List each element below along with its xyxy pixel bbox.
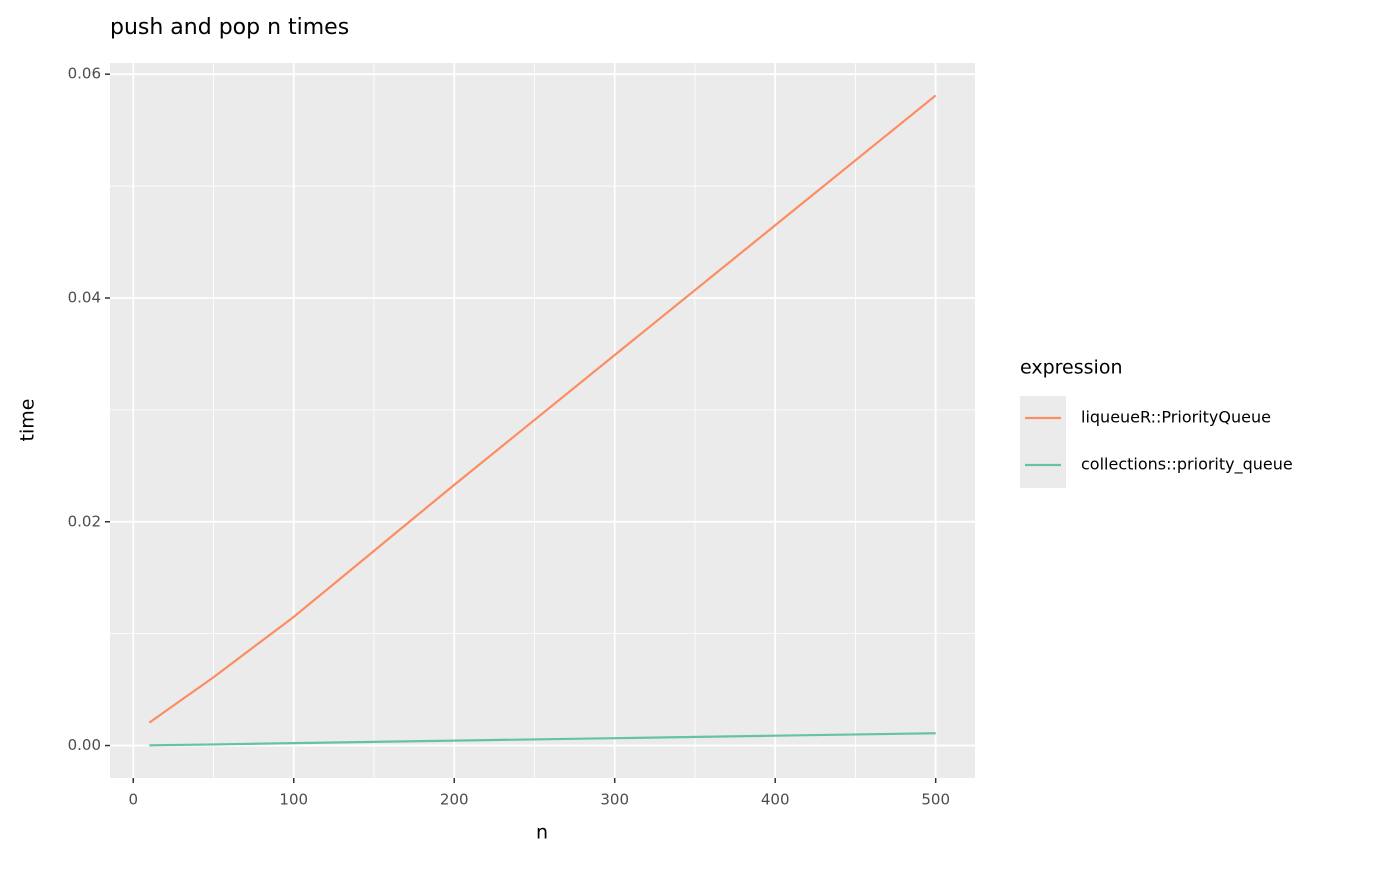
chart-title: push and pop n times: [110, 15, 349, 40]
y-tick-label: 0.04: [68, 288, 101, 306]
x-axis-title: n: [536, 822, 548, 844]
x-tick-label: 400: [761, 791, 790, 809]
x-tick-label: 500: [921, 791, 950, 809]
y-tick-label: 0.00: [68, 736, 101, 754]
y-tick-label: 0.06: [68, 65, 101, 83]
y-axis-title: time: [17, 399, 39, 442]
legend-key-bg: [1020, 396, 1066, 488]
x-tick-label: 0: [128, 791, 138, 809]
legend-title: expression: [1020, 357, 1123, 379]
panel: [110, 63, 975, 778]
x-tick-label: 100: [279, 791, 308, 809]
series-line: [149, 732, 936, 747]
grid: [110, 63, 975, 778]
legend-label: collections::priority_queue: [1081, 455, 1293, 475]
x-tick-label: 200: [440, 791, 469, 809]
series-line: [148, 94, 937, 724]
legend-label: liqueueR::PriorityQueue: [1081, 408, 1271, 427]
y-tick-label: 0.02: [68, 512, 101, 530]
x-tick-label: 300: [600, 791, 629, 809]
